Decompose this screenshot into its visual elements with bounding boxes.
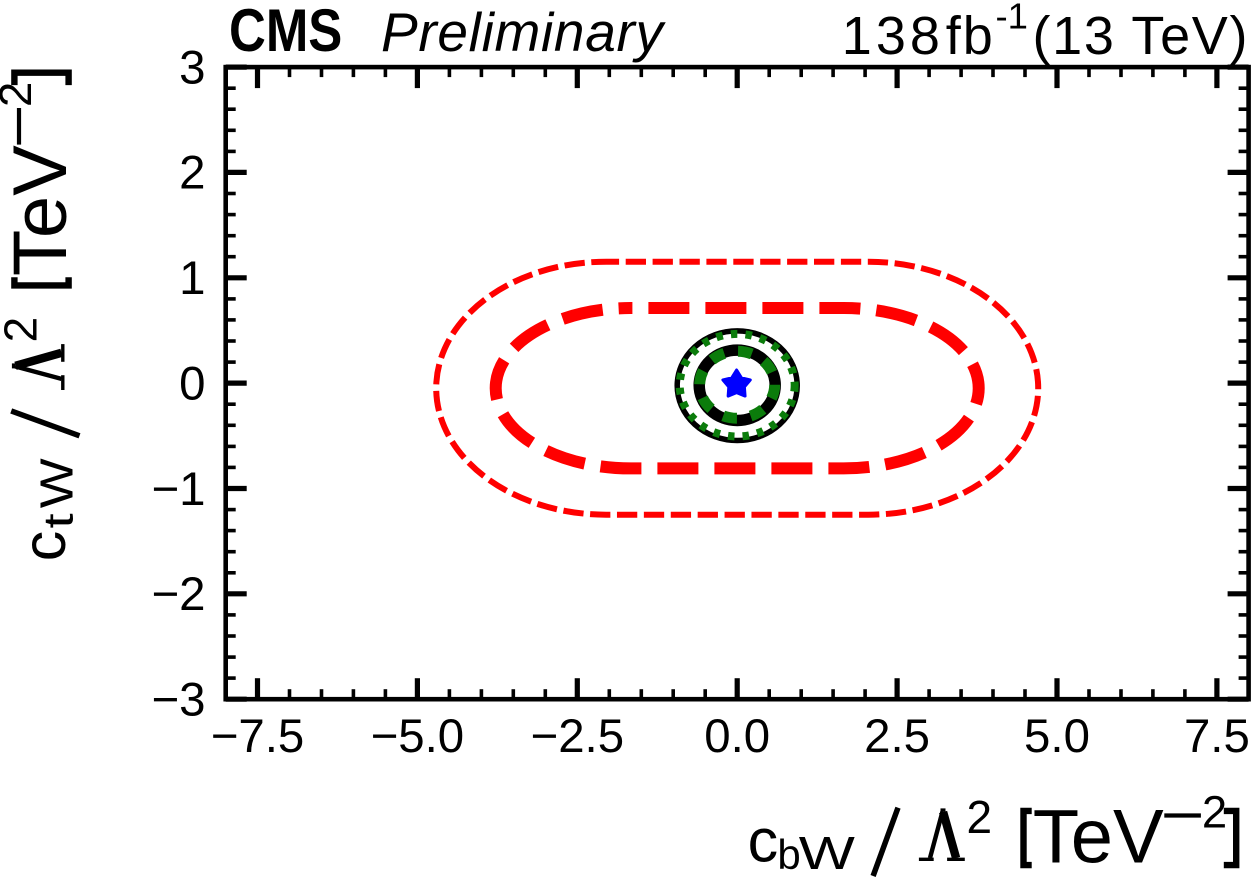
- svg-text:0: 0: [179, 358, 205, 411]
- svg-text:-1: -1: [996, 0, 1028, 37]
- svg-text:−1: −1: [151, 463, 205, 516]
- svg-text:3: 3: [179, 41, 205, 94]
- svg-text:7.5: 7.5: [1184, 710, 1250, 763]
- svg-text:−2.5: −2.5: [531, 710, 625, 763]
- svg-text:W: W: [30, 458, 82, 508]
- svg-text:CMS: CMS: [229, 0, 342, 64]
- svg-text:c: c: [748, 807, 779, 875]
- svg-text:fb: fb: [946, 6, 995, 66]
- svg-text:−3: −3: [151, 674, 205, 727]
- svg-text:1: 1: [179, 252, 205, 305]
- svg-text:b: b: [777, 831, 800, 878]
- svg-text:2: 2: [179, 147, 205, 200]
- svg-text:t: t: [35, 513, 82, 529]
- svg-text:c: c: [10, 531, 78, 562]
- svg-text:Preliminary: Preliminary: [381, 1, 667, 63]
- svg-text:W: W: [799, 828, 856, 880]
- svg-text:5.0: 5.0: [1024, 710, 1090, 763]
- svg-text:0.0: 0.0: [704, 710, 770, 763]
- svg-text:2.5: 2.5: [864, 710, 930, 763]
- svg-text:−5.0: −5.0: [371, 710, 465, 763]
- svg-text:−2: −2: [151, 568, 205, 621]
- svg-text:138: 138: [842, 6, 944, 66]
- svg-text:−7.5: −7.5: [211, 710, 305, 763]
- svg-text:(13 TeV): (13 TeV): [1033, 6, 1250, 66]
